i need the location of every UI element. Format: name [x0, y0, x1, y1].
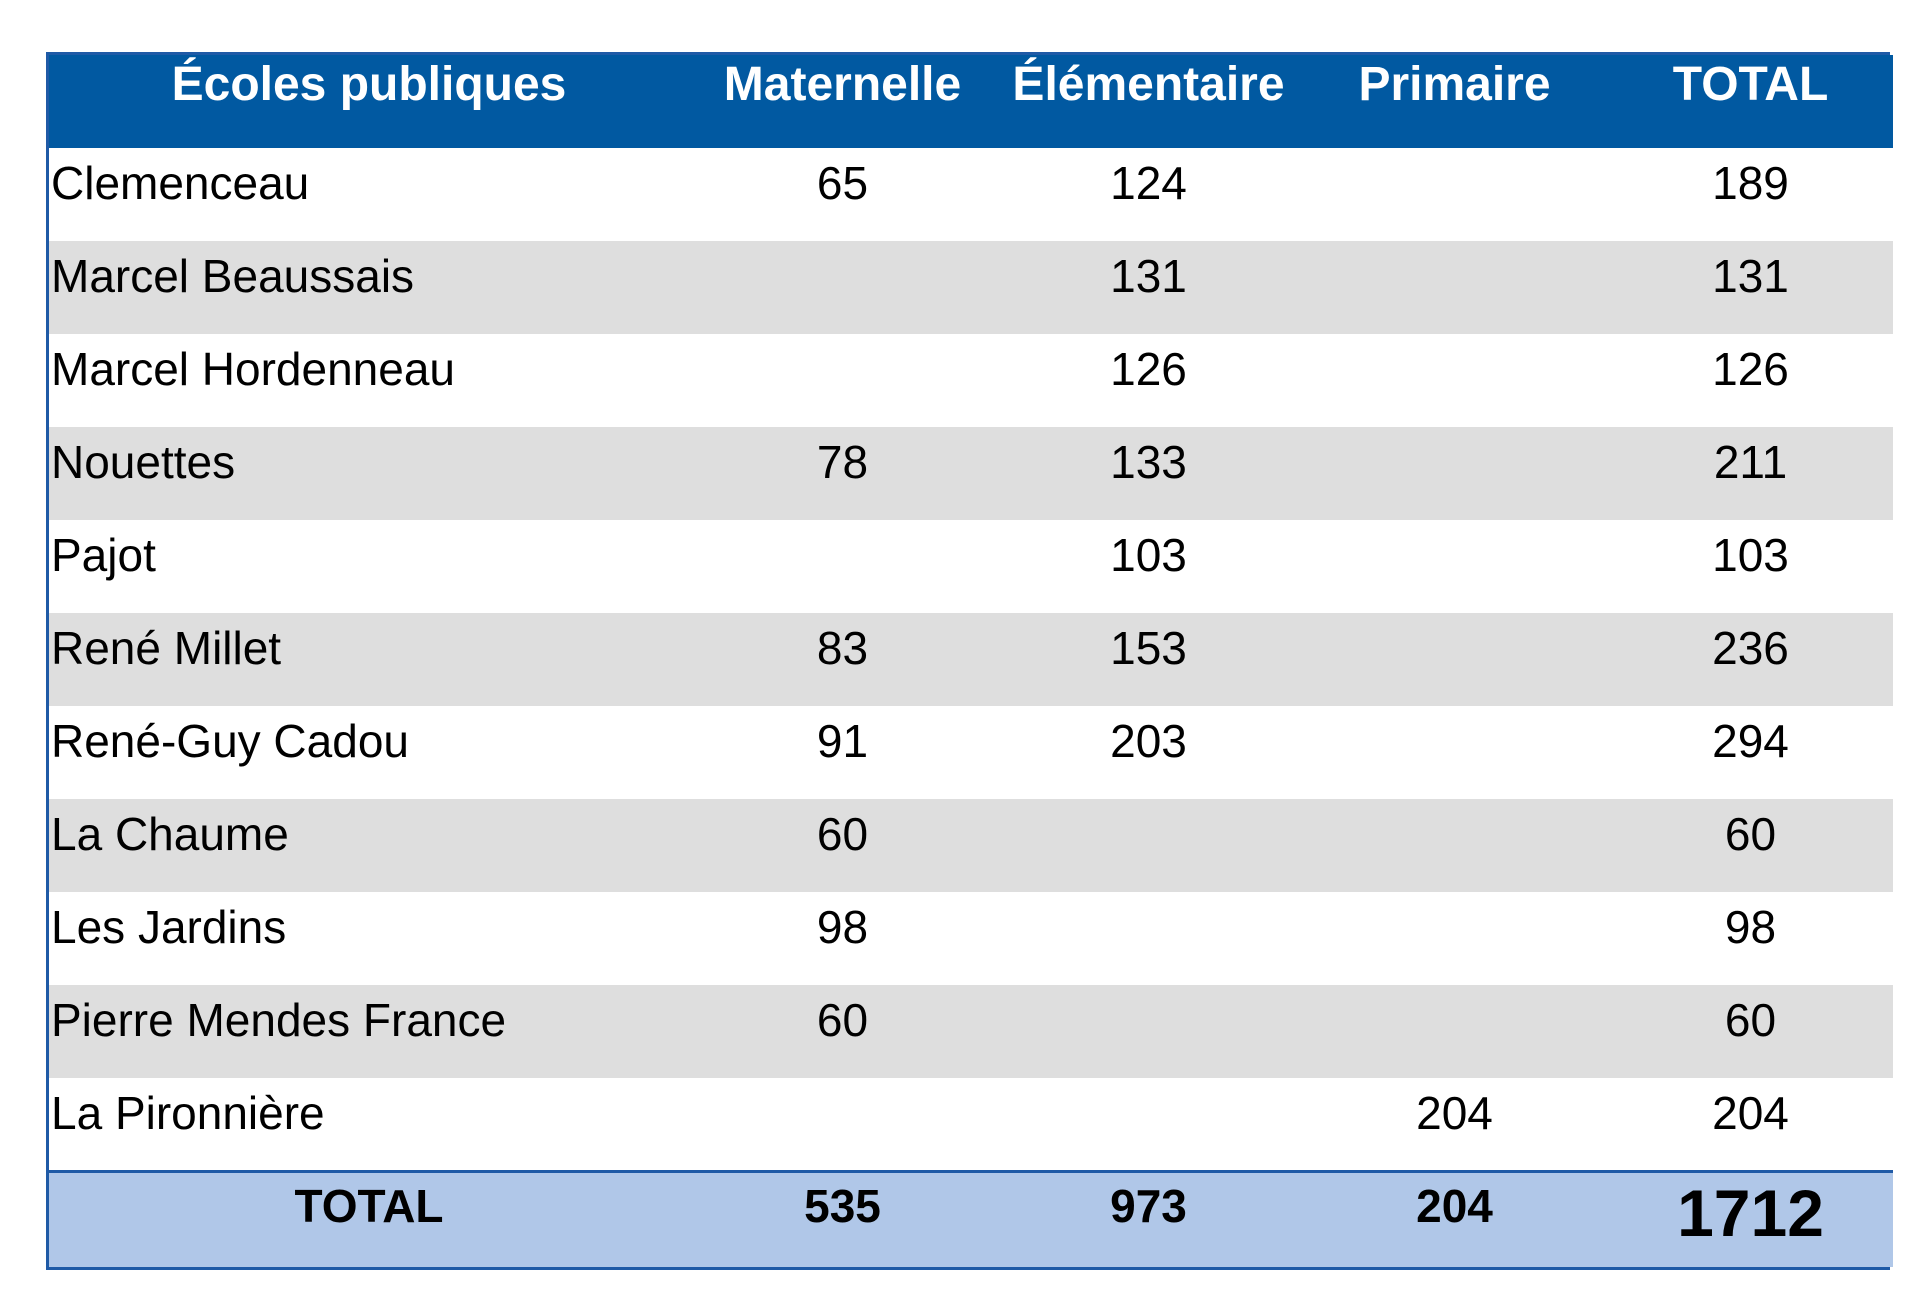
elementaire-cell: 126: [1110, 343, 1187, 395]
total-elementaire: 973: [1110, 1179, 1187, 1232]
elementaire-cell: 103: [1110, 529, 1187, 581]
total-cell: 236: [1712, 622, 1789, 674]
total-cell: 98: [1724, 901, 1777, 953]
total-cell: 60: [1724, 994, 1777, 1046]
total-cell: 126: [1712, 343, 1789, 395]
table-row: Marcel Hordenneau 126 126: [49, 334, 1893, 427]
maternelle-cell: 98: [816, 901, 869, 953]
school-name: La Pironnière: [51, 1087, 325, 1139]
totals-label: TOTAL: [294, 1179, 444, 1232]
total-cell: 60: [1724, 808, 1777, 860]
elementaire-cell: [996, 985, 1301, 1078]
school-name: La Chaume: [51, 808, 289, 860]
primaire-cell: [1301, 613, 1608, 706]
header-total: TOTAL: [1672, 58, 1829, 111]
totals-row: TOTAL 535 973 204 1712: [49, 1171, 1893, 1267]
primaire-cell: [1301, 799, 1608, 892]
maternelle-cell: 60: [816, 808, 869, 860]
elementaire-cell: [996, 1078, 1301, 1171]
maternelle-cell: 65: [816, 157, 869, 209]
table-row: René-Guy Cadou 91 203 294: [49, 706, 1893, 799]
primaire-cell: [1301, 427, 1608, 520]
elementaire-cell: [996, 892, 1301, 985]
school-name: Nouettes: [51, 436, 236, 488]
school-name: Marcel Beaussais: [51, 250, 415, 302]
primaire-cell: [1301, 985, 1608, 1078]
grand-total: 1712: [1677, 1175, 1824, 1250]
elementaire-cell: 131: [1110, 250, 1187, 302]
maternelle-cell: [689, 1078, 996, 1171]
school-name: Pierre Mendes France: [51, 994, 507, 1046]
total-maternelle: 535: [804, 1179, 881, 1232]
elementaire-cell: 133: [1110, 436, 1187, 488]
primaire-cell: 204: [1416, 1087, 1493, 1139]
total-cell: 103: [1712, 529, 1789, 581]
total-cell: 294: [1712, 715, 1789, 767]
elementaire-cell: 124: [1110, 157, 1187, 209]
table-row: Les Jardins 98 98: [49, 892, 1893, 985]
primaire-cell: [1301, 520, 1608, 613]
school-name: René Millet: [51, 622, 282, 674]
school-name: Clemenceau: [51, 157, 310, 209]
elementaire-cell: 153: [1110, 622, 1187, 674]
maternelle-cell: 78: [816, 436, 869, 488]
total-primaire: 204: [1416, 1179, 1493, 1232]
header-maternelle: Maternelle: [723, 58, 962, 111]
primaire-cell: [1301, 148, 1608, 241]
maternelle-cell: 91: [816, 715, 869, 767]
header-row: Écoles publiques Maternelle Élémentaire …: [49, 55, 1893, 148]
table-row: La Pironnière 204 204: [49, 1078, 1893, 1171]
primaire-cell: [1301, 334, 1608, 427]
school-name: Pajot: [51, 529, 156, 581]
table-row: Pajot 103 103: [49, 520, 1893, 613]
table-row: Marcel Beaussais 131 131: [49, 241, 1893, 334]
header-elementaire: Élémentaire: [1012, 58, 1285, 111]
table-row: Nouettes 78 133 211: [49, 427, 1893, 520]
table-footer: TOTAL 535 973 204 1712: [49, 1171, 1893, 1267]
schools-table: Écoles publiques Maternelle Élémentaire …: [49, 55, 1893, 1267]
maternelle-cell: 83: [816, 622, 869, 674]
header-primaire: Primaire: [1358, 58, 1551, 111]
elementaire-cell: 203: [1110, 715, 1187, 767]
table-row: La Chaume 60 60: [49, 799, 1893, 892]
primaire-cell: [1301, 241, 1608, 334]
maternelle-cell: [689, 241, 996, 334]
maternelle-cell: [689, 520, 996, 613]
primaire-cell: [1301, 892, 1608, 985]
maternelle-cell: 60: [816, 994, 869, 1046]
school-name: René-Guy Cadou: [51, 715, 409, 767]
table-header: Écoles publiques Maternelle Élémentaire …: [49, 55, 1893, 148]
elementaire-cell: [996, 799, 1301, 892]
total-cell: 204: [1712, 1087, 1789, 1139]
total-cell: 189: [1712, 157, 1789, 209]
total-cell: 131: [1712, 250, 1789, 302]
table-row: Pierre Mendes France 60 60: [49, 985, 1893, 1078]
maternelle-cell: [689, 334, 996, 427]
table-body: Clemenceau 65 124 189 Marcel Beaussais 1…: [49, 148, 1893, 1171]
primaire-cell: [1301, 706, 1608, 799]
schools-table-container: Écoles publiques Maternelle Élémentaire …: [46, 52, 1893, 1270]
header-schools: Écoles publiques: [171, 58, 567, 111]
school-name: Les Jardins: [51, 901, 287, 953]
total-cell: 211: [1713, 436, 1788, 488]
table-row: Clemenceau 65 124 189: [49, 148, 1893, 241]
table-row: René Millet 83 153 236: [49, 613, 1893, 706]
school-name: Marcel Hordenneau: [51, 343, 456, 395]
